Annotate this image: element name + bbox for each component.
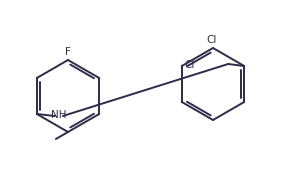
Text: F: F [65,47,71,57]
Text: Cl: Cl [185,60,195,70]
Text: NH: NH [51,110,67,120]
Text: Cl: Cl [207,35,217,45]
